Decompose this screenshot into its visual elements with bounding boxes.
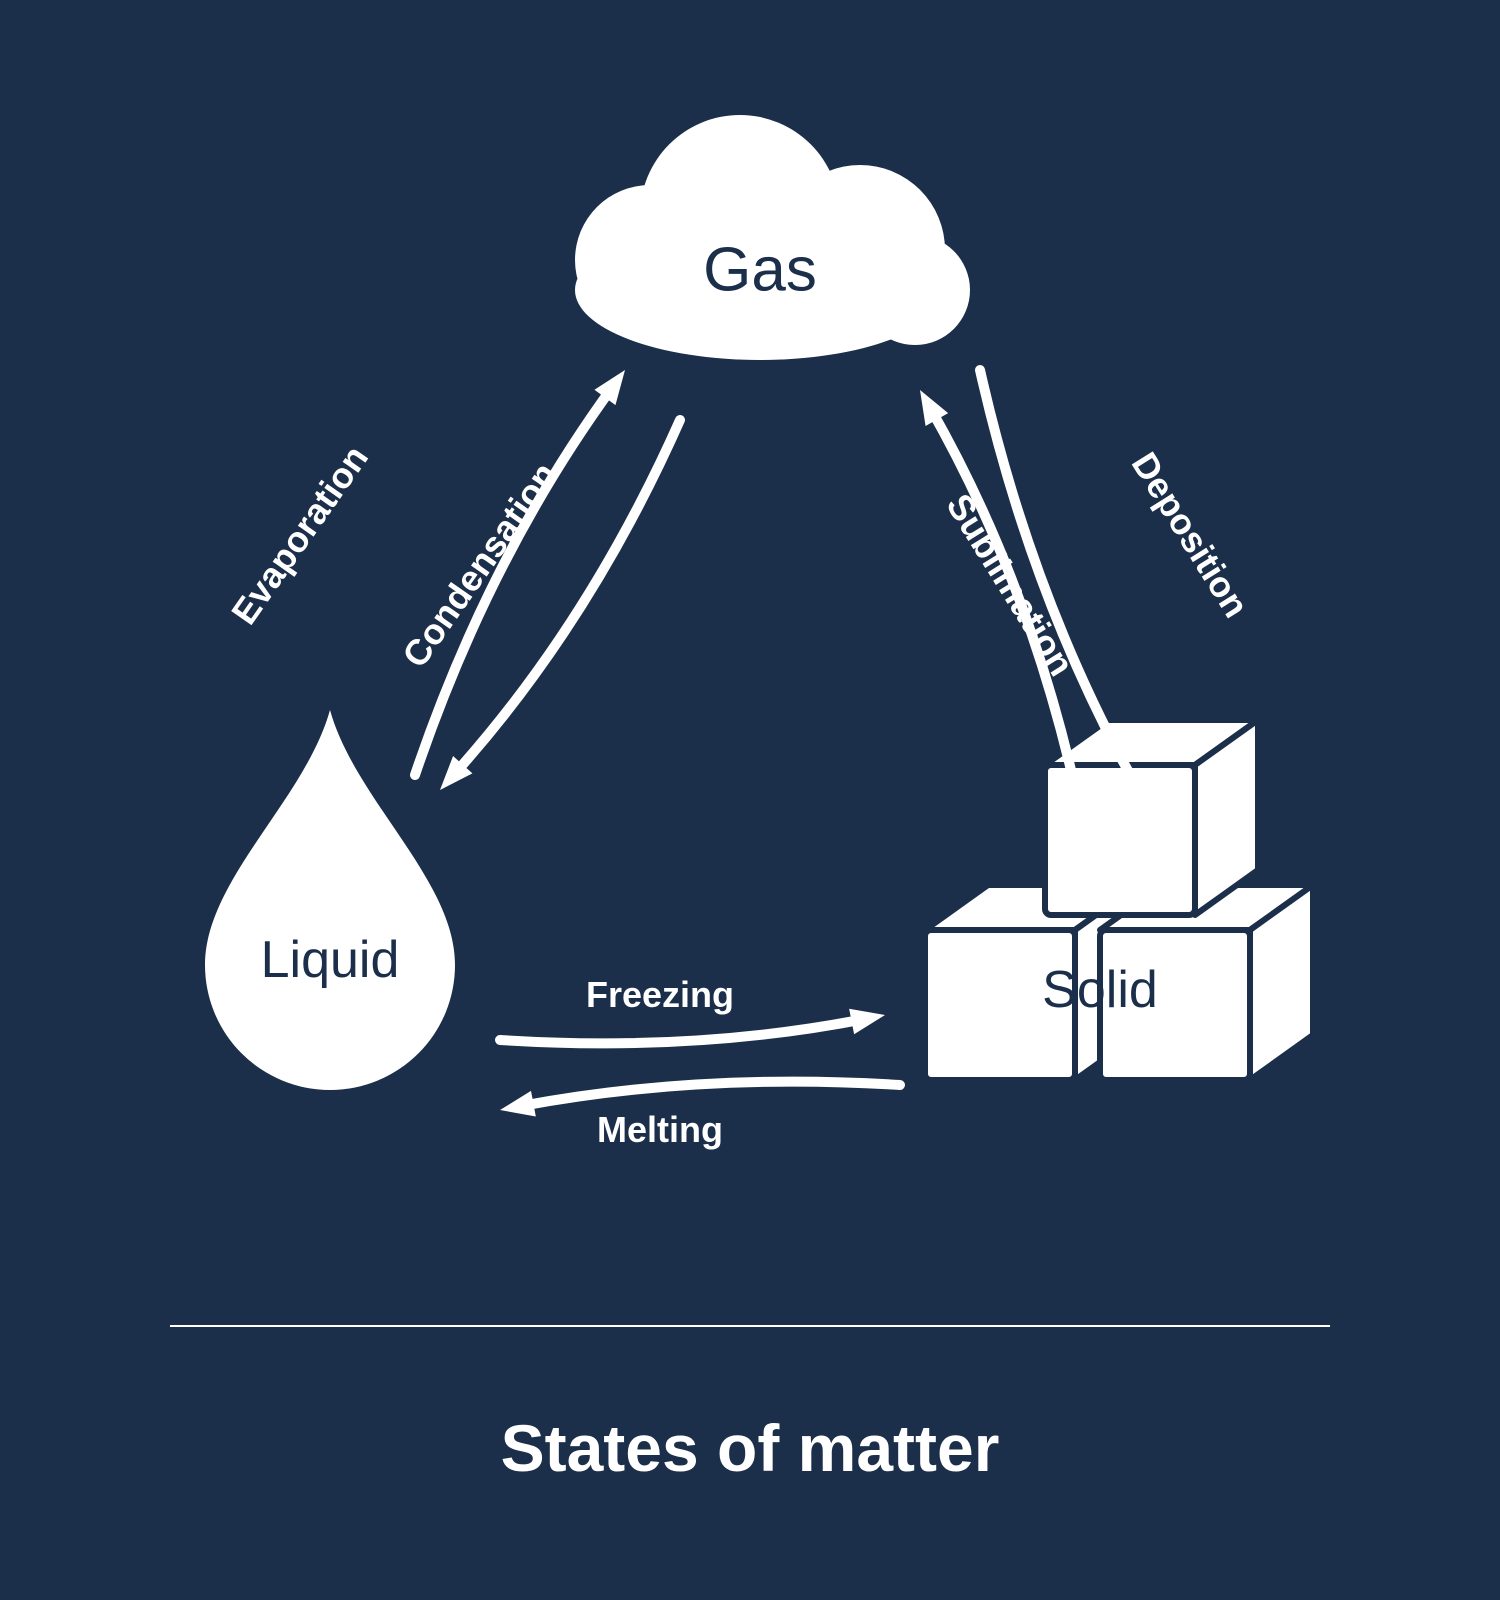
title-divider [170, 1325, 1330, 1327]
melting-label: Melting [597, 1109, 723, 1151]
freezing-label: Freezing [586, 974, 734, 1016]
liquid-label: Liquid [261, 930, 400, 990]
diagram-title: States of matter [501, 1410, 1000, 1486]
gas-label: Gas [703, 235, 817, 306]
solid-label: Solid [1042, 960, 1158, 1020]
diagram-canvas: Gas Liquid Solid Evaporation Condensatio… [0, 0, 1500, 1600]
